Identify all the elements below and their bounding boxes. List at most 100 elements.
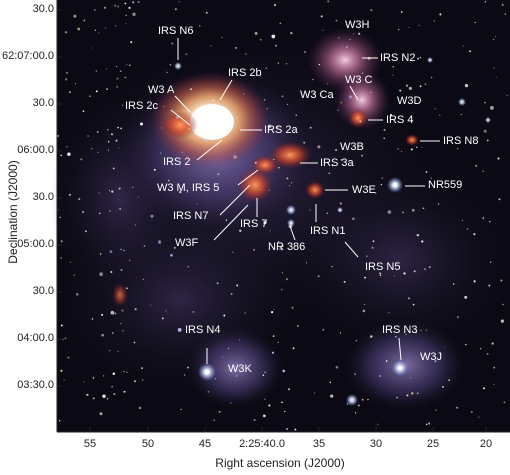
star: [503, 401, 506, 404]
star: [110, 310, 115, 315]
star: [498, 198, 501, 201]
star: [115, 25, 117, 27]
star: [281, 272, 283, 274]
star: [268, 189, 270, 191]
star: [465, 343, 467, 346]
star: [281, 245, 284, 247]
star: [109, 250, 113, 254]
star: [425, 423, 428, 426]
label-w3a: W3 A: [148, 84, 175, 96]
star: [101, 333, 104, 337]
star: [107, 141, 110, 143]
star: [222, 356, 224, 358]
star: [178, 1, 180, 3]
star: [253, 418, 256, 421]
label-w3j: W3J: [420, 351, 442, 363]
star: [379, 274, 382, 276]
star: [493, 366, 496, 369]
label-pointers: [170, 38, 440, 364]
star: [123, 249, 125, 252]
star: [464, 83, 469, 88]
x-tick-label: 25: [426, 438, 440, 450]
star: [466, 228, 469, 230]
label-w3b: W3B: [340, 141, 364, 153]
star: [493, 38, 495, 40]
star: [380, 183, 383, 186]
y-tick-label: 30.0: [32, 285, 54, 297]
star: [75, 83, 77, 85]
y-tick-label: 05:00.0: [17, 238, 54, 250]
star: [263, 98, 266, 101]
star: [478, 416, 480, 418]
star: [464, 296, 468, 299]
star: [434, 360, 437, 363]
star: [83, 19, 86, 22]
star: [489, 220, 491, 223]
star: [91, 47, 93, 49]
star: [278, 240, 280, 243]
star: [421, 146, 423, 148]
star: [187, 265, 190, 268]
star: [116, 77, 119, 80]
star: [142, 278, 144, 280]
star: [332, 165, 334, 167]
star: [273, 308, 275, 310]
star: [392, 66, 394, 68]
star: [97, 151, 99, 153]
star: [196, 203, 198, 205]
star: [92, 377, 95, 379]
star: [84, 230, 87, 233]
star: [473, 233, 476, 236]
star: [377, 423, 379, 425]
w3k-nebula: [187, 328, 283, 408]
star: [63, 379, 65, 381]
w3c-region: [334, 70, 390, 130]
star: [500, 319, 505, 323]
star: [397, 148, 399, 150]
star: [177, 328, 182, 332]
star: [352, 217, 355, 221]
star: [60, 257, 62, 259]
star: [349, 38, 351, 41]
y-tick-label: 04:00.0: [17, 332, 54, 344]
star: [124, 76, 126, 79]
star: [275, 44, 277, 47]
star: [490, 261, 492, 263]
star: [497, 157, 500, 160]
star: [109, 210, 111, 212]
star: [229, 402, 232, 404]
star: [82, 211, 84, 213]
star: [159, 243, 161, 245]
star: [235, 375, 238, 378]
star: [181, 151, 183, 153]
star: [124, 2, 127, 5]
star: [110, 270, 113, 274]
star: [188, 128, 190, 130]
star: [483, 387, 485, 390]
star: [129, 64, 131, 66]
star: [120, 322, 122, 325]
star: [65, 78, 68, 81]
star: [309, 126, 312, 129]
star: [233, 155, 237, 159]
label-irs2b: IRS 2b: [228, 67, 262, 79]
star: [112, 332, 114, 334]
star: [225, 219, 228, 221]
x-tick-label: 30: [369, 438, 383, 450]
star: [217, 173, 220, 176]
star: [286, 177, 289, 180]
y-axis-label: Declination (J2000): [6, 160, 20, 264]
star: [290, 31, 293, 35]
star: [415, 331, 417, 333]
star: [395, 335, 397, 338]
star: [57, 209, 59, 211]
star: [288, 388, 291, 391]
label-nr559: NR559: [428, 179, 463, 191]
star: [132, 1, 135, 4]
star: [353, 33, 355, 35]
star: [223, 314, 226, 317]
star: [277, 341, 279, 344]
star: [370, 335, 373, 338]
star: [409, 377, 411, 379]
